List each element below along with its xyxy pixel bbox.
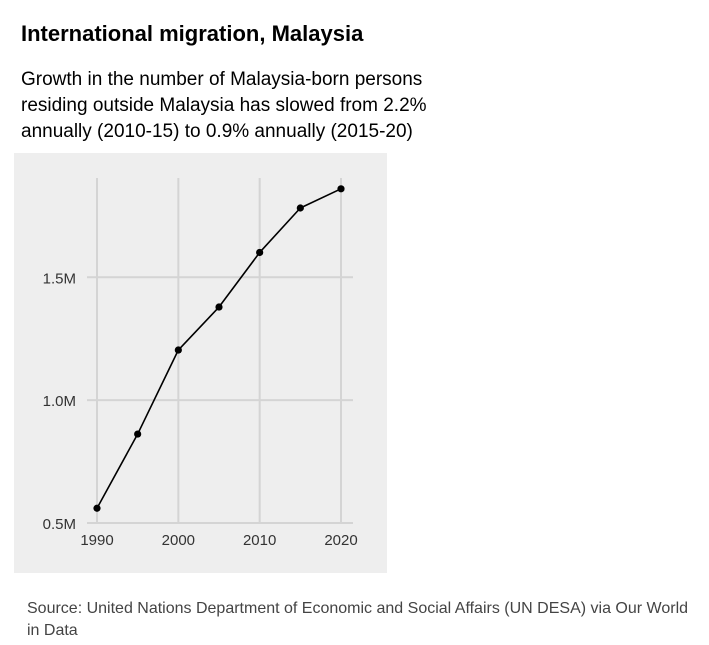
data-point-2005 xyxy=(215,303,223,311)
x-tick-label-2000: 2000 xyxy=(162,532,195,549)
data-point-2015 xyxy=(296,204,304,212)
grid-lines xyxy=(87,178,353,524)
source-note: Source: United Nations Department of Eco… xyxy=(27,600,689,639)
y-tick-label-1.5M: 1.5M xyxy=(43,270,76,287)
x-tick-label-2010: 2010 xyxy=(243,532,276,549)
data-point-2010 xyxy=(256,248,264,257)
series-line-0 xyxy=(96,188,342,509)
line-chart: 1990 2000 2010 2020 0.5M 1.0M 1.5M xyxy=(43,178,358,549)
plot-panel: 1990 2000 2010 2020 0.5M 1.0M 1.5M xyxy=(14,153,387,573)
tick-labels: 1990 2000 2010 2020 0.5M 1.0M 1.5M xyxy=(43,270,358,549)
chart-subtitle: Growth in the number of Malaysia-born pe… xyxy=(21,69,427,142)
y-tick-label-1.0M: 1.0M xyxy=(43,393,76,410)
data-series xyxy=(93,185,345,512)
data-point-1990 xyxy=(93,504,101,512)
chart-title: International migration, Malaysia xyxy=(21,21,364,46)
y-tick-label-0.5M: 0.5M xyxy=(43,516,76,533)
x-tick-label-2020: 2020 xyxy=(324,532,357,549)
data-point-1995 xyxy=(134,430,142,438)
data-point-2020 xyxy=(337,185,345,193)
data-point-2000 xyxy=(174,346,182,354)
x-tick-label-1990: 1990 xyxy=(80,532,113,549)
